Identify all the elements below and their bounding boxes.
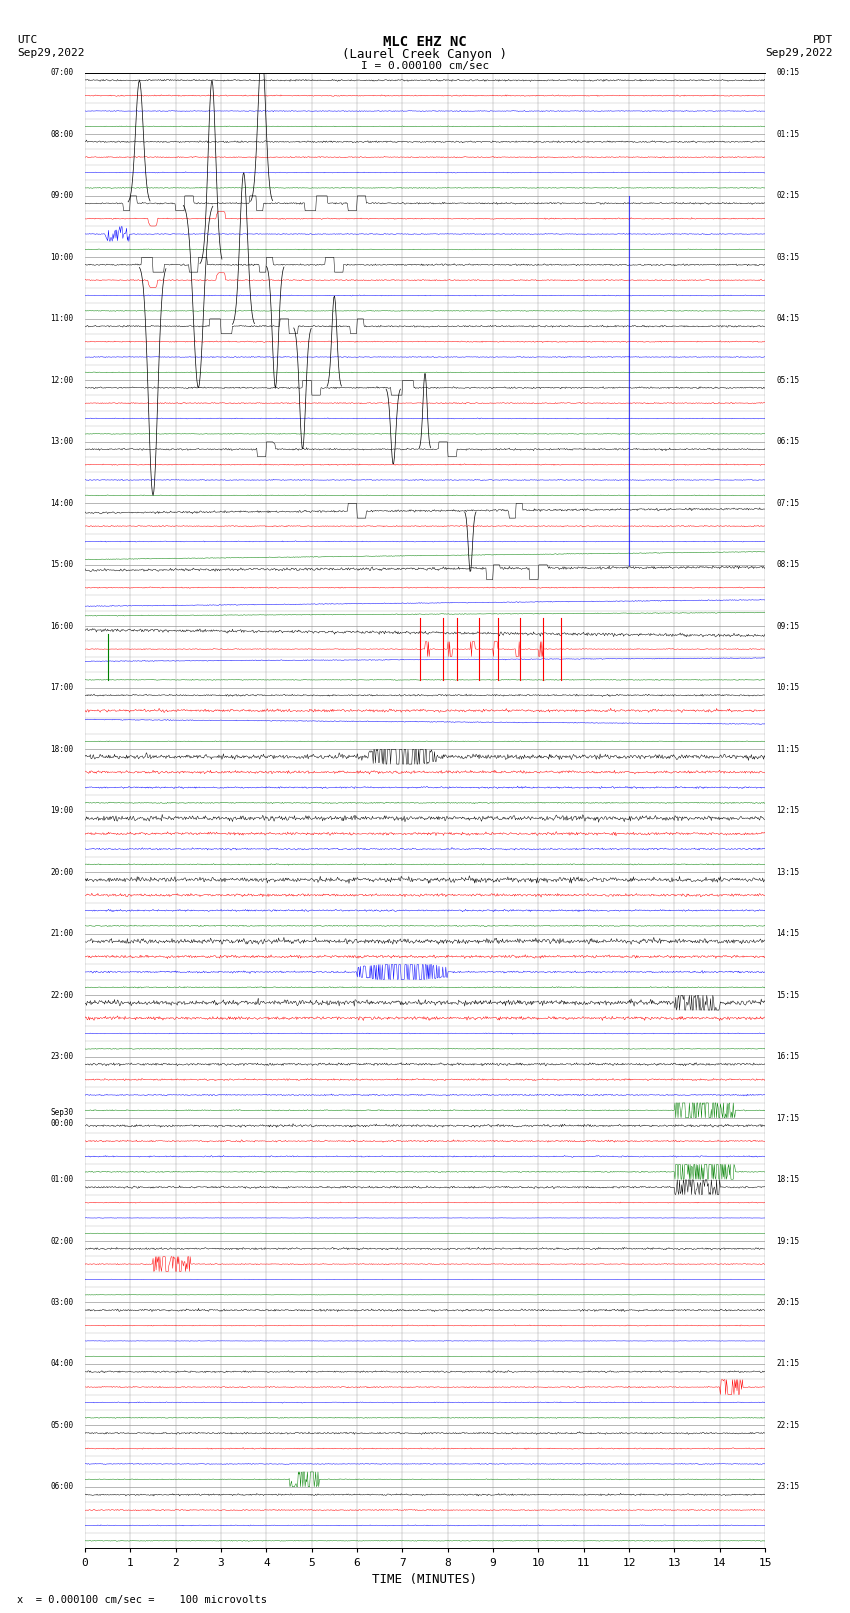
Text: 03:00: 03:00: [50, 1298, 74, 1307]
Text: 13:00: 13:00: [50, 437, 74, 447]
Text: 02:15: 02:15: [776, 190, 800, 200]
Text: 22:00: 22:00: [50, 990, 74, 1000]
Text: 04:15: 04:15: [776, 315, 800, 323]
Text: 12:00: 12:00: [50, 376, 74, 384]
Text: 10:15: 10:15: [776, 682, 800, 692]
Text: 21:00: 21:00: [50, 929, 74, 939]
X-axis label: TIME (MINUTES): TIME (MINUTES): [372, 1573, 478, 1586]
Text: 03:15: 03:15: [776, 253, 800, 261]
Text: 09:00: 09:00: [50, 190, 74, 200]
Text: 05:15: 05:15: [776, 376, 800, 384]
Text: Sep29,2022: Sep29,2022: [766, 48, 833, 58]
Text: 02:00: 02:00: [50, 1237, 74, 1245]
Text: 23:00: 23:00: [50, 1052, 74, 1061]
Text: Sep30
00:00: Sep30 00:00: [50, 1108, 74, 1127]
Text: 13:15: 13:15: [776, 868, 800, 876]
Text: Sep29,2022: Sep29,2022: [17, 48, 84, 58]
Text: PDT: PDT: [813, 35, 833, 45]
Text: 16:00: 16:00: [50, 621, 74, 631]
Text: 01:00: 01:00: [50, 1174, 74, 1184]
Text: 11:15: 11:15: [776, 745, 800, 753]
Text: 05:00: 05:00: [50, 1421, 74, 1431]
Text: 10:00: 10:00: [50, 253, 74, 261]
Text: 23:15: 23:15: [776, 1482, 800, 1492]
Text: 06:15: 06:15: [776, 437, 800, 447]
Text: 17:15: 17:15: [776, 1113, 800, 1123]
Text: 08:15: 08:15: [776, 560, 800, 569]
Text: 14:00: 14:00: [50, 498, 74, 508]
Text: 00:15: 00:15: [776, 68, 800, 77]
Text: 19:15: 19:15: [776, 1237, 800, 1245]
Text: UTC: UTC: [17, 35, 37, 45]
Text: 20:00: 20:00: [50, 868, 74, 876]
Text: x  = 0.000100 cm/sec =    100 microvolts: x = 0.000100 cm/sec = 100 microvolts: [17, 1595, 267, 1605]
Text: 11:00: 11:00: [50, 315, 74, 323]
Text: 06:00: 06:00: [50, 1482, 74, 1492]
Text: 09:15: 09:15: [776, 621, 800, 631]
Text: 04:00: 04:00: [50, 1360, 74, 1368]
Text: 21:15: 21:15: [776, 1360, 800, 1368]
Text: 07:00: 07:00: [50, 68, 74, 77]
Text: 15:00: 15:00: [50, 560, 74, 569]
Text: (Laurel Creek Canyon ): (Laurel Creek Canyon ): [343, 48, 507, 61]
Text: I = 0.000100 cm/sec: I = 0.000100 cm/sec: [361, 61, 489, 71]
Text: 22:15: 22:15: [776, 1421, 800, 1431]
Text: 19:00: 19:00: [50, 806, 74, 815]
Text: 07:15: 07:15: [776, 498, 800, 508]
Text: 18:00: 18:00: [50, 745, 74, 753]
Text: 14:15: 14:15: [776, 929, 800, 939]
Text: 12:15: 12:15: [776, 806, 800, 815]
Text: 20:15: 20:15: [776, 1298, 800, 1307]
Text: 16:15: 16:15: [776, 1052, 800, 1061]
Text: 15:15: 15:15: [776, 990, 800, 1000]
Text: 01:15: 01:15: [776, 129, 800, 139]
Text: 18:15: 18:15: [776, 1174, 800, 1184]
Text: MLC EHZ NC: MLC EHZ NC: [383, 35, 467, 50]
Text: 17:00: 17:00: [50, 682, 74, 692]
Text: 08:00: 08:00: [50, 129, 74, 139]
